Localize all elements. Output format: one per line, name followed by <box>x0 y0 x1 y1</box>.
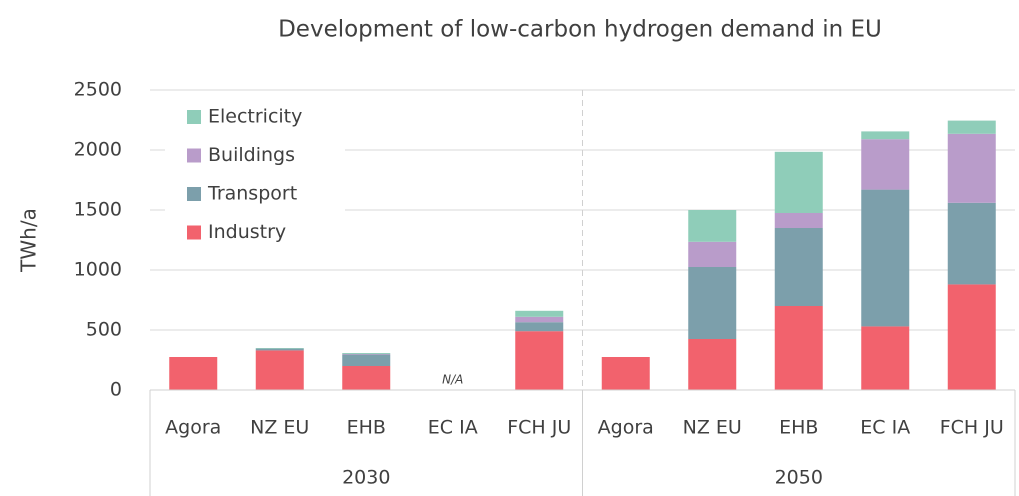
legend-label: Buildings <box>208 144 295 166</box>
bar-segment <box>688 241 737 267</box>
bar-segment <box>169 357 218 390</box>
y-tick-label: 2000 <box>74 139 122 161</box>
bar-segment <box>861 326 910 390</box>
bar-segment <box>342 354 391 355</box>
bar-segment <box>515 316 564 323</box>
x-tick-label: EHB <box>779 417 818 439</box>
bar-segment <box>861 189 910 327</box>
bar-segment <box>515 331 564 390</box>
group-label: 2030 <box>342 467 390 489</box>
bar-segment <box>861 139 910 190</box>
y-tick-label: 500 <box>86 319 122 341</box>
legend-swatch <box>187 225 201 240</box>
group-label: 2050 <box>775 467 823 489</box>
legend-swatch <box>187 148 201 163</box>
x-tick-label: EC IA <box>428 417 478 439</box>
annotation: N/A <box>442 373 463 387</box>
legend-background <box>165 100 345 250</box>
bar-segment <box>255 348 304 349</box>
legend-label: Industry <box>208 221 286 243</box>
chart-title: Development of low-carbon hydrogen deman… <box>278 17 882 43</box>
bar-segment <box>947 284 996 390</box>
x-tick-label: FCH JU <box>940 417 1004 439</box>
bar-segment <box>601 357 650 390</box>
y-tick-label: 2500 <box>74 79 122 101</box>
bar-segment <box>342 366 391 390</box>
bar-segment <box>342 353 391 354</box>
bar-segment <box>774 151 823 213</box>
bar-segment <box>947 133 996 203</box>
bar-segment <box>947 202 996 285</box>
bar-segment <box>774 306 823 390</box>
x-tick-label: NZ EU <box>250 417 309 439</box>
bar-segment <box>688 339 737 390</box>
y-tick-label: 1500 <box>74 199 122 221</box>
legend-swatch <box>187 187 201 201</box>
x-tick-label: Agora <box>165 417 221 439</box>
bar-segment <box>515 310 564 317</box>
bar-segment <box>861 131 910 140</box>
x-tick-label: EHB <box>347 417 386 439</box>
bar-segment <box>774 228 823 306</box>
y-tick-label: 1000 <box>74 259 122 281</box>
bar-segment <box>255 348 304 351</box>
bar-segment <box>688 210 737 242</box>
bar-segment <box>774 213 823 228</box>
bar-segment <box>947 120 996 134</box>
x-tick-label: NZ EU <box>683 417 742 439</box>
legend-label: Transport <box>207 183 297 205</box>
bar-segment <box>688 267 737 339</box>
bar-segment <box>515 322 564 332</box>
x-tick-label: Agora <box>598 417 654 439</box>
x-tick-label: FCH JU <box>507 417 571 439</box>
legend-swatch <box>187 110 201 124</box>
legend-label: Electricity <box>208 106 302 128</box>
x-tick-label: EC IA <box>860 417 910 439</box>
bar-segment <box>342 354 391 366</box>
y-tick-label: 0 <box>110 379 122 401</box>
bar-segment <box>255 350 304 390</box>
y-axis-label: TWh/a <box>17 208 41 273</box>
